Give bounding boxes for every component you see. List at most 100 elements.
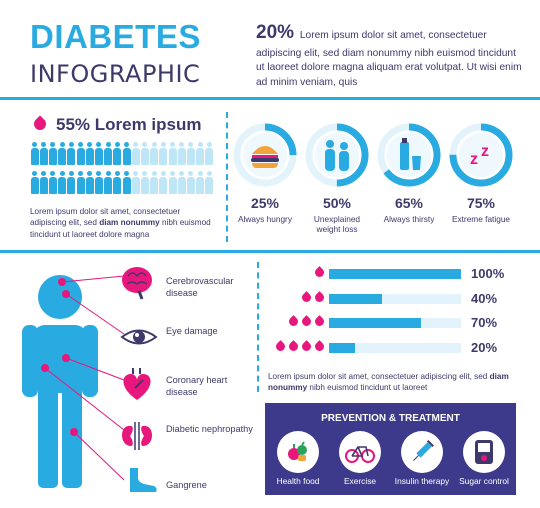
- complications-list: Cerebrovascular disease Eye damage Coronar…: [166, 258, 256, 498]
- person-icon: [94, 142, 103, 165]
- ring-fill: [233, 123, 297, 187]
- symptom-label: Extreme fatigue: [451, 214, 511, 224]
- person-icon: [150, 142, 159, 165]
- stat-para-text: Lorem ipsum dolor sit amet, consectetuer…: [30, 207, 181, 228]
- couple-icon: [325, 140, 349, 171]
- symptom-item: 65% Always thirsty: [374, 120, 444, 224]
- prevention-item: Insulin therapy: [391, 427, 453, 486]
- food-icon: [277, 431, 319, 473]
- title-infographic: INFOGRAPHIC: [30, 60, 201, 88]
- bottle-glass-icon: [400, 138, 421, 170]
- body-diagram: [22, 267, 158, 492]
- eye-icon: [120, 329, 158, 345]
- heart-icon: [123, 368, 151, 400]
- human-body-silhouette: [22, 275, 98, 488]
- complication-label: Coronary heart disease: [166, 375, 228, 397]
- prevention-panel: PREVENTION & TREATMENT Health food Exerci…: [265, 403, 516, 495]
- bar-percentage: 20%: [471, 339, 498, 355]
- bars-para-text-end: nibh euismod tincidunt ut laoreet: [307, 383, 428, 393]
- person-icon: [85, 142, 94, 165]
- progress-ring: [305, 123, 369, 187]
- stat-para-bold: diam nonummy: [99, 218, 160, 228]
- blood-drop-icon: [313, 315, 326, 328]
- progress-ring: [233, 123, 297, 187]
- title-diabetes: DIABETES: [30, 18, 201, 55]
- person-icon: [113, 171, 122, 194]
- person-icon: [76, 171, 85, 194]
- bars-paragraph: Lorem ipsum dolor sit amet, consectetuer…: [268, 371, 523, 394]
- person-icon: [113, 142, 122, 165]
- person-icon: [196, 171, 205, 194]
- blood-drop-icon: [287, 339, 300, 353]
- bar-percentage: 70%: [471, 315, 498, 330]
- prevention-label: Health food: [276, 476, 320, 486]
- ring-fill: [377, 123, 441, 187]
- symptom-label: Always hungry: [238, 214, 292, 224]
- prevention-item: Exercise: [329, 427, 391, 486]
- complication-label: Cerebrovascular disease: [166, 276, 234, 298]
- person-icon: [39, 142, 48, 165]
- syringe-icon: [401, 431, 443, 473]
- prevention-item: Sugar control: [453, 427, 515, 486]
- top-divider: [0, 97, 540, 100]
- brain-icon: [122, 267, 152, 300]
- bar-track: [329, 293, 461, 304]
- complication-label: Gangrene: [166, 480, 207, 490]
- person-icon: [140, 171, 149, 194]
- person-icon: [67, 171, 76, 194]
- person-icon: [186, 171, 195, 194]
- middle-divider: [0, 250, 540, 253]
- person-icon: [104, 171, 113, 194]
- stat-para-text-end: nibh euismod tincidunt ut laoreet dolore…: [30, 218, 211, 239]
- blood-drop-icon: [313, 266, 326, 279]
- intro-text: Lorem ipsum dolor sit amet, consectetuer…: [256, 30, 522, 88]
- symptom-item: 50% Unexplained weight loss: [302, 120, 372, 235]
- bar-fill: [329, 318, 422, 328]
- symptom-item: z z 75% Extreme fatigue: [446, 120, 516, 224]
- person-icon: [48, 142, 57, 165]
- blood-drop-icon: [274, 339, 287, 353]
- percentage-bars: 100% 40% 70% 20%: [265, 265, 525, 365]
- prevention-label: Sugar control: [459, 476, 509, 486]
- bars-para-text: Lorem ipsum dolor sit amet, consectetuer…: [268, 372, 490, 381]
- person-icon: [196, 142, 205, 165]
- person-icon: [150, 171, 159, 194]
- person-icon: [122, 142, 131, 165]
- svg-text:z: z: [481, 143, 489, 160]
- symptom-percentage: 50%: [322, 195, 352, 211]
- connector-lines: [44, 275, 125, 481]
- complication-label: Diabetic nephropathy: [166, 424, 253, 434]
- person-icon: [122, 171, 131, 194]
- person-icon: [39, 171, 48, 194]
- bars-divider-dashed: [257, 262, 259, 392]
- bar-fill: [329, 293, 382, 304]
- kidneys-icon: [122, 422, 152, 450]
- person-icon: [205, 171, 214, 194]
- person-icon: [205, 142, 214, 165]
- ring-fill: [449, 123, 513, 187]
- person-icon: [48, 171, 57, 194]
- connector-dots: [41, 278, 78, 436]
- bar-percentage: 40%: [471, 290, 498, 306]
- person-icon: [85, 171, 94, 194]
- bicycle-icon: [339, 431, 381, 473]
- person-icon: [140, 142, 149, 165]
- complication-label: Eye damage: [166, 326, 218, 336]
- person-icon: [94, 171, 103, 194]
- people-grid: [30, 142, 215, 198]
- blood-drop-icon: [313, 290, 326, 304]
- prevention-item: Health food: [267, 427, 329, 486]
- bar-fill: [329, 269, 461, 279]
- prevention-title: PREVENTION & TREATMENT: [321, 413, 460, 424]
- stat-paragraph: Lorem ipsum dolor sit amet, consectetuer…: [30, 206, 215, 240]
- bar-fill: [329, 342, 356, 353]
- bar-percentage: 100%: [471, 266, 505, 281]
- symptom-rings: 25% Always hungry 50% Unexplained weight lo…: [230, 120, 530, 245]
- person-icon: [131, 171, 140, 194]
- blood-drop-icon: [313, 339, 326, 353]
- symptom-percentage: 65%: [394, 195, 424, 211]
- symptom-label: Always thirsty: [383, 214, 435, 224]
- person-icon: [67, 142, 76, 165]
